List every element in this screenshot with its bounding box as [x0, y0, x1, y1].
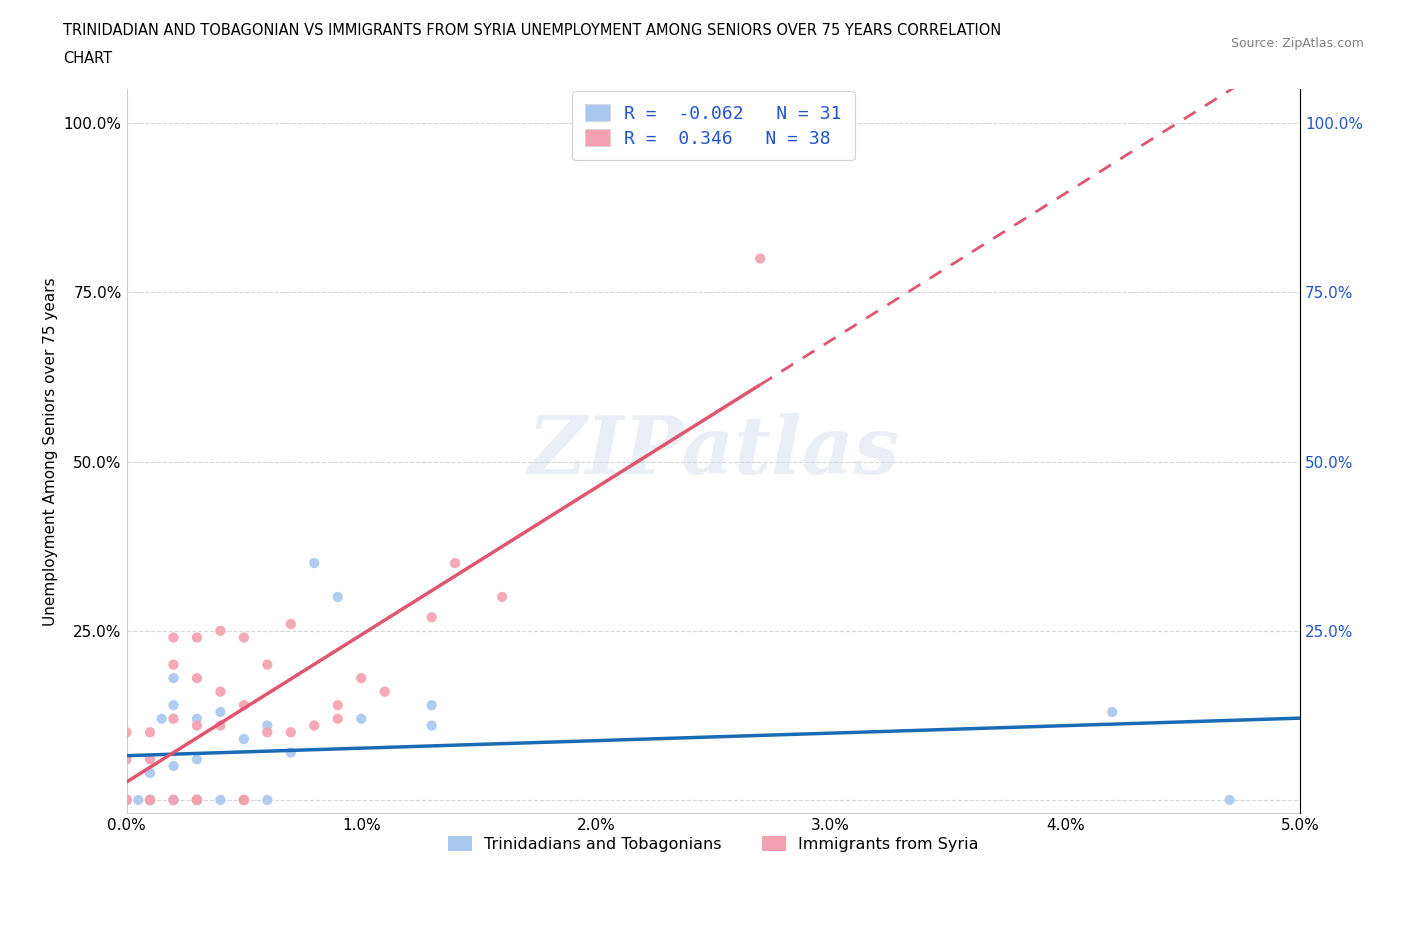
Point [420, 698, 443, 712]
Point [186, 792, 208, 807]
Point [115, 792, 138, 807]
Point [186, 792, 208, 807]
Point [139, 792, 162, 807]
Text: CHART: CHART [63, 51, 112, 66]
Point [115, 724, 138, 739]
Point [280, 617, 302, 631]
Point [256, 658, 278, 672]
Point [162, 671, 184, 685]
Point [374, 684, 396, 699]
Point [186, 751, 208, 766]
Point [186, 792, 208, 807]
Point [280, 745, 302, 760]
Point [209, 792, 232, 807]
Point [186, 631, 208, 645]
Point [127, 792, 149, 807]
Point [420, 610, 443, 625]
Point [115, 792, 138, 807]
Point [162, 792, 184, 807]
Point [115, 792, 138, 807]
Point [232, 792, 254, 807]
Point [162, 792, 184, 807]
Point [256, 792, 278, 807]
Point [232, 698, 254, 712]
Point [209, 623, 232, 638]
Point [115, 792, 138, 807]
Point [186, 792, 208, 807]
Point [350, 711, 373, 726]
Point [209, 705, 232, 720]
Point [162, 658, 184, 672]
Point [139, 792, 162, 807]
Point [256, 718, 278, 733]
Point [162, 759, 184, 774]
Point [162, 792, 184, 807]
Point [162, 711, 184, 726]
Point [209, 684, 232, 699]
Y-axis label: Unemployment Among Seniors over 75 years: Unemployment Among Seniors over 75 years [44, 277, 58, 626]
Point [139, 792, 162, 807]
Point [326, 711, 349, 726]
Point [162, 698, 184, 712]
Point [280, 724, 302, 739]
Point [186, 718, 208, 733]
Point [186, 792, 208, 807]
Point [1219, 792, 1241, 807]
Point [209, 718, 232, 733]
Point [139, 724, 162, 739]
Point [232, 732, 254, 747]
Point [115, 751, 138, 766]
Text: ZIPatlas: ZIPatlas [527, 413, 900, 490]
Point [256, 724, 278, 739]
Legend: Trinidadians and Tobagonians, Immigrants from Syria: Trinidadians and Tobagonians, Immigrants… [440, 828, 987, 860]
Text: Source: ZipAtlas.com: Source: ZipAtlas.com [1230, 37, 1364, 50]
Point [232, 792, 254, 807]
Point [304, 718, 326, 733]
Point [139, 751, 162, 766]
Point [150, 711, 173, 726]
Point [115, 792, 138, 807]
Point [139, 765, 162, 780]
Point [326, 590, 349, 604]
Point [420, 718, 443, 733]
Text: TRINIDADIAN AND TOBAGONIAN VS IMMIGRANTS FROM SYRIA UNEMPLOYMENT AMONG SENIORS O: TRINIDADIAN AND TOBAGONIAN VS IMMIGRANTS… [63, 23, 1001, 38]
Point [444, 555, 467, 570]
Point [186, 711, 208, 726]
Point [326, 698, 349, 712]
Point [232, 792, 254, 807]
Point [232, 631, 254, 645]
Point [139, 792, 162, 807]
Point [1101, 705, 1123, 720]
Point [186, 671, 208, 685]
Point [162, 631, 184, 645]
Point [491, 590, 513, 604]
Point [350, 671, 373, 685]
Point [749, 251, 772, 266]
Point [304, 555, 326, 570]
